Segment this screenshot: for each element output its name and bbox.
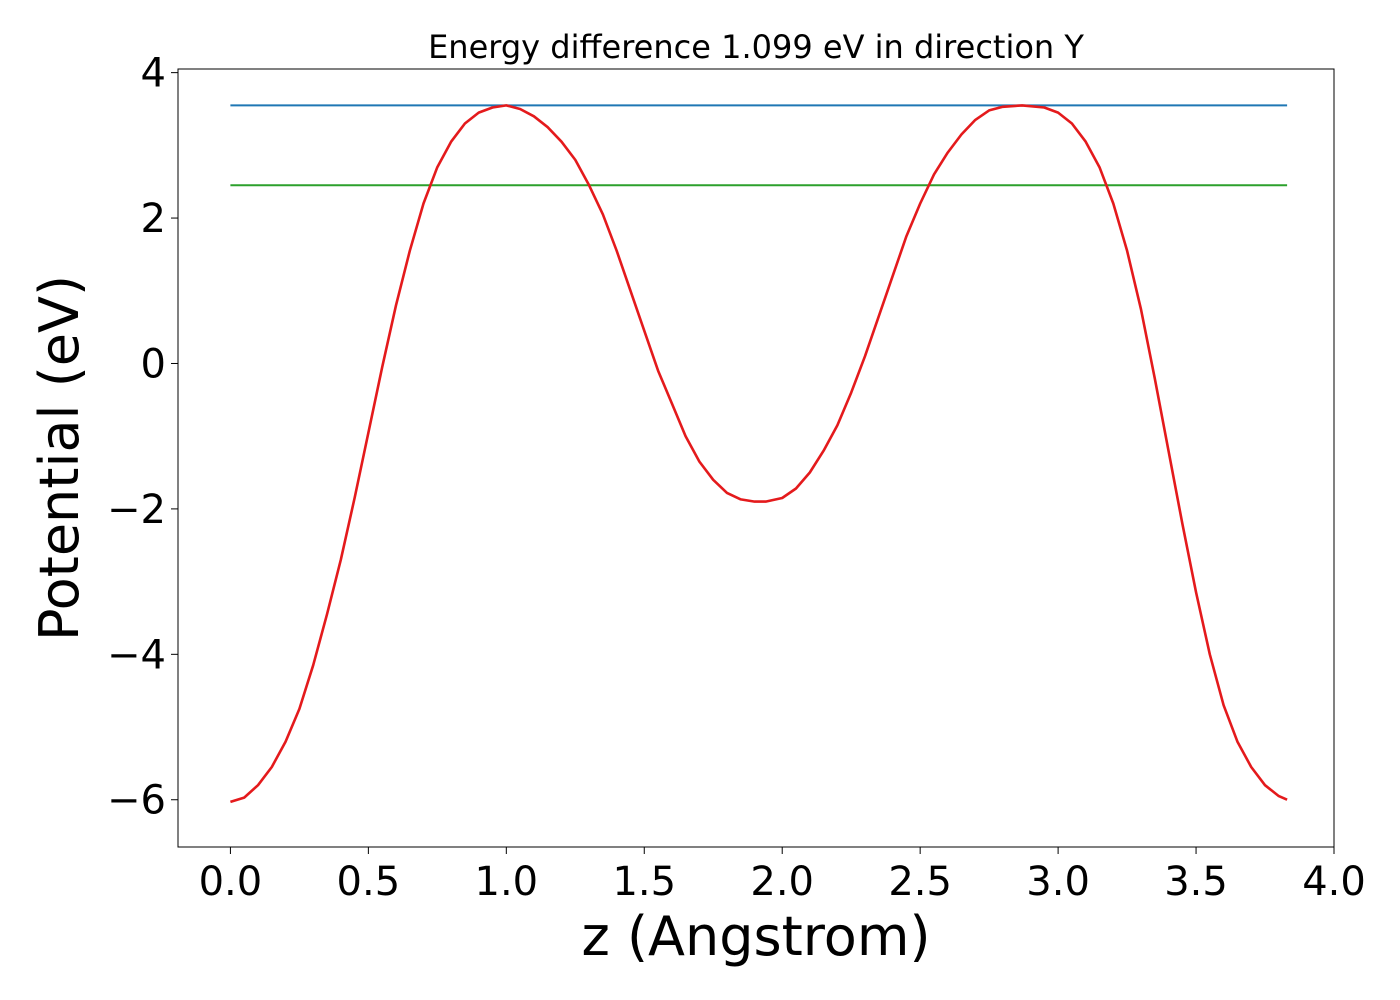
x-axis: 0.0 0.5 1.0 1.5 2.0 2.5 3.0 3.5 4.0	[199, 847, 1366, 905]
x-tick-label: 2.5	[888, 859, 952, 905]
x-tick-label: 3.5	[1164, 859, 1228, 905]
y-axis-label: Potential (eV)	[28, 275, 91, 641]
y-tick-label: 0	[141, 341, 166, 387]
x-axis-label: z (Angstrom)	[581, 905, 930, 968]
y-tick-label: 4	[141, 51, 166, 97]
chart-title: Energy difference 1.099 eV in direction …	[428, 28, 1084, 66]
x-tick-label: 0.5	[337, 859, 401, 905]
y-tick-label: 2	[141, 196, 166, 242]
series-layer	[230, 104, 1288, 804]
series-line-2	[230, 104, 1288, 804]
x-tick-label: 1.5	[612, 859, 676, 905]
y-tick-label: −2	[107, 487, 166, 533]
y-tick-label: −6	[107, 778, 166, 824]
x-tick-label: 2.0	[750, 859, 814, 905]
y-axis: −6 −4 −2 0 2 4	[107, 51, 178, 824]
x-tick-label: 1.0	[475, 859, 539, 905]
y-tick-label: −4	[107, 632, 166, 678]
plot-frame	[177, 68, 1335, 848]
x-tick-label: 4.0	[1302, 859, 1366, 905]
x-tick-label: 0.0	[199, 859, 263, 905]
x-tick-label: 3.0	[1026, 859, 1090, 905]
